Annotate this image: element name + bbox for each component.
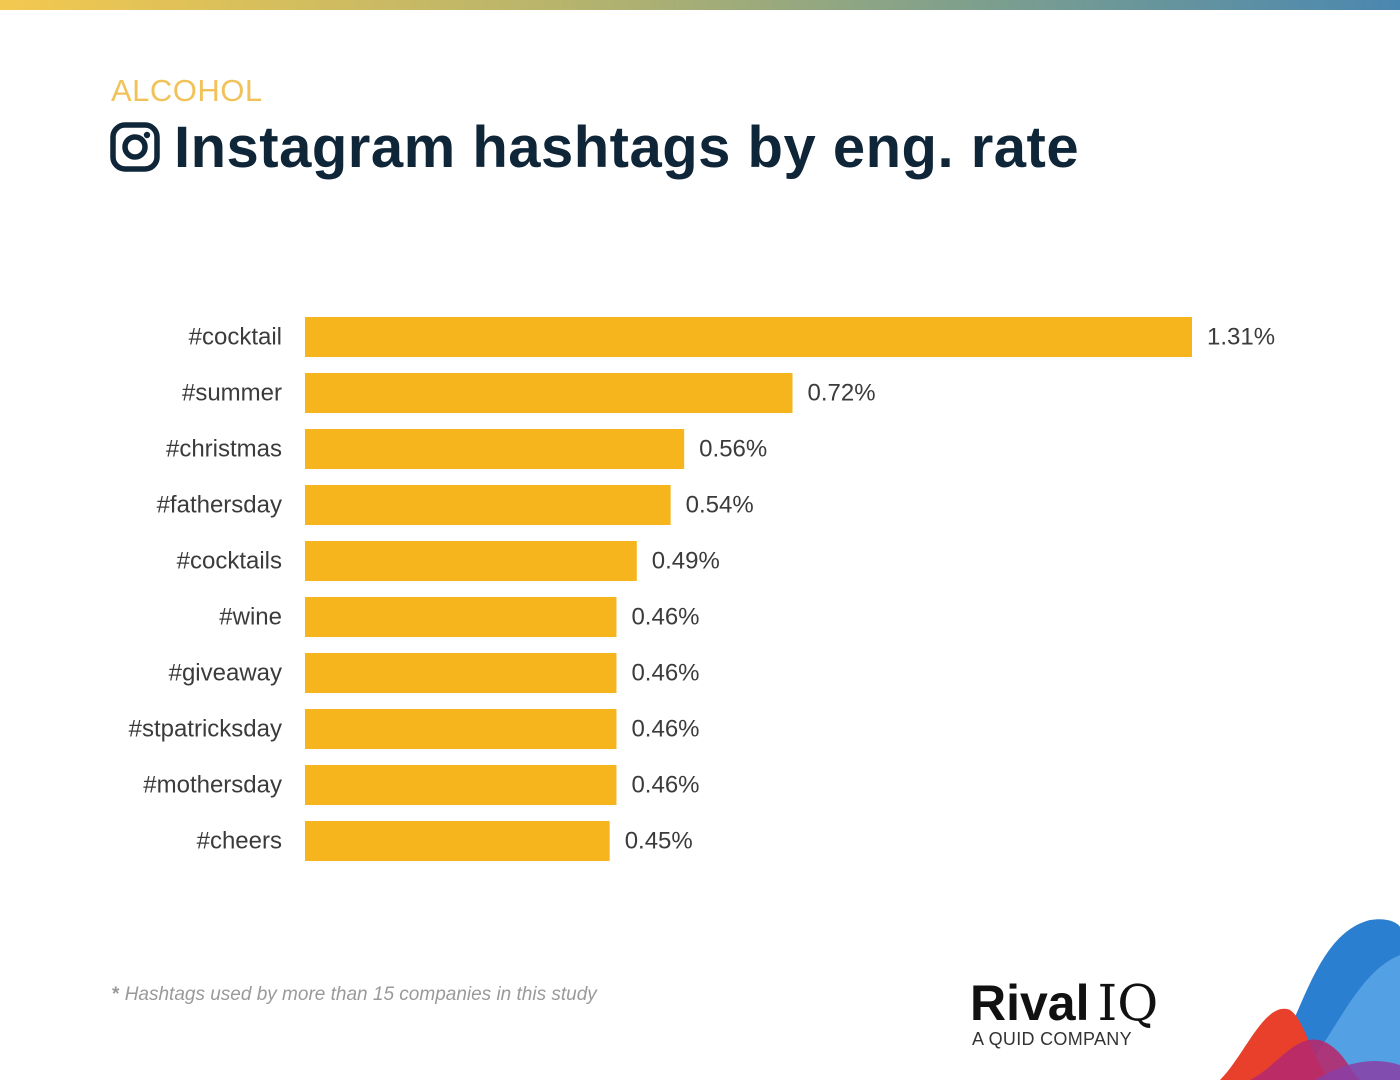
chart-title-row: Instagram hashtags by eng. rate [110,112,1079,182]
corner-wave-decoration [1220,919,1400,1080]
value-label-mothersday: 0.46% [631,772,699,799]
value-label-cocktail: 1.31% [1207,324,1275,351]
footnote: * Hashtags used by more than 15 companie… [112,984,597,1006]
value-label-christmas: 0.56% [699,436,767,463]
bar-cocktails [305,541,637,581]
value-label-summer: 0.72% [808,380,876,407]
value-label-wine: 0.46% [631,604,699,631]
category-label-cocktail: #cocktail [189,324,282,351]
category-label-cheers: #cheers [197,828,282,855]
value-label-cheers: 0.45% [625,828,693,855]
footnote-marker: * [112,984,120,1005]
bar-stpatricksday [305,709,617,749]
category-label-giveaway: #giveaway [169,660,282,687]
footnote-text: Hashtags used by more than 15 companies … [124,984,597,1005]
category-label-stpatricksday: #stpatricksday [129,716,282,743]
category-label: ALCOHOL [111,73,263,108]
logo-name-iq: IQ [1097,974,1159,1032]
instagram-icon [110,122,160,172]
bar-christmas [305,429,685,469]
rival-iq-logo: Rival IQ A QUID COMPANY [970,975,1200,1055]
bar-cheers [305,821,610,861]
bar-summer [305,373,793,413]
bar-mothersday [305,765,617,805]
bar-fathersday [305,485,671,525]
value-label-fathersday: 0.54% [686,492,754,519]
bar-cocktail [305,317,1192,357]
chart-title: Instagram hashtags by eng. rate [174,114,1080,180]
category-label-cocktails: #cocktails [177,548,282,575]
logo-tagline: A QUID COMPANY [972,1029,1132,1049]
bar-giveaway [305,653,617,693]
value-label-cocktails: 0.49% [652,548,720,575]
category-label-fathersday: #fathersday [157,492,282,519]
category-label-christmas: #christmas [166,436,282,463]
category-label-mothersday: #mothersday [143,772,282,799]
value-label-giveaway: 0.46% [631,660,699,687]
logo-name-rival: Rival [970,975,1090,1031]
category-label-wine: #wine [219,604,282,631]
top-gradient-stripe [0,0,1400,10]
bar-wine [305,597,617,637]
category-label-summer: #summer [182,380,282,407]
value-label-stpatricksday: 0.46% [631,716,699,743]
logo-wordmark: Rival IQ [970,975,1158,1031]
